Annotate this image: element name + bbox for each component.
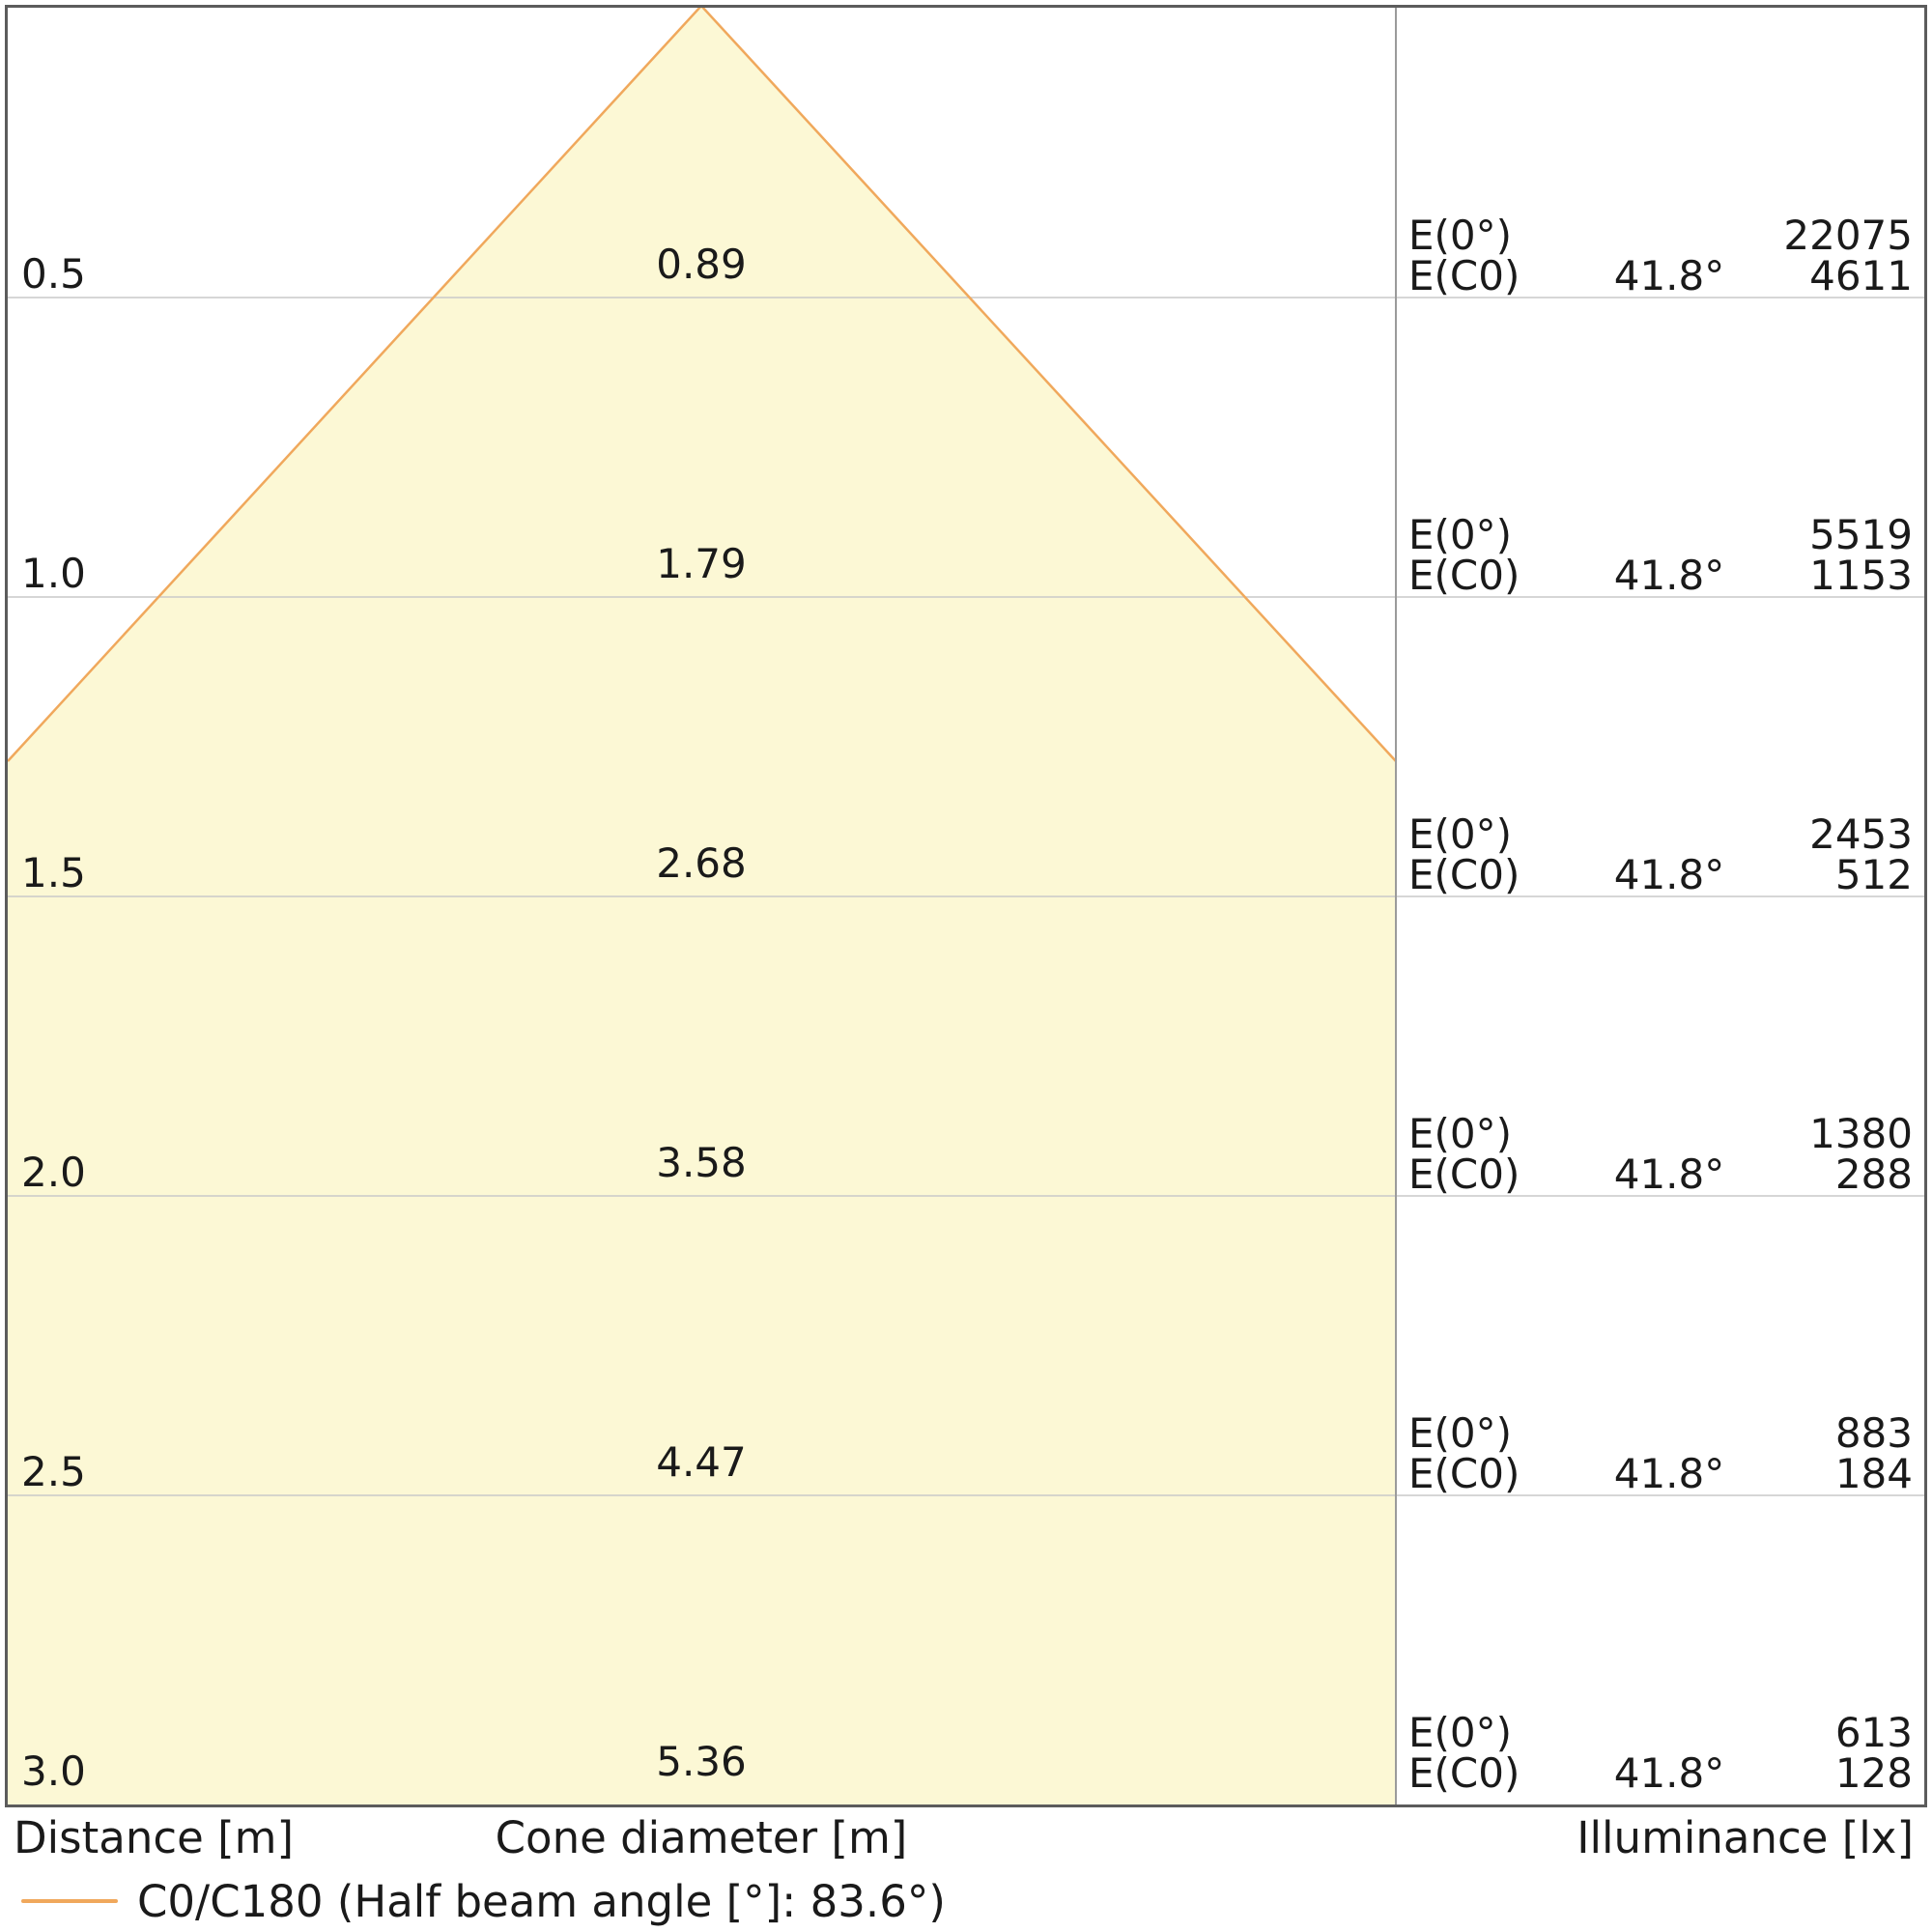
distance-gridlines <box>8 297 1924 1496</box>
row-ec0-label: E(C0) <box>1408 1749 1520 1797</box>
row-half-beam-angle-value: 41.8° <box>1613 1151 1725 1198</box>
row-e0-label: E(0°) <box>1408 511 1513 558</box>
light-cone-fill <box>8 8 1396 1804</box>
row-e0-value: 5519 <box>1809 511 1913 558</box>
row-illuminance-e0-line: E(0°) 5519 <box>1408 512 1913 557</box>
row-ec0-label: E(C0) <box>1408 851 1520 898</box>
row-cone-diameter-label: 1.79 <box>656 540 747 587</box>
row-illuminance-ec0-line: E(C0) 41.8° 184 <box>1408 1451 1913 1496</box>
row-e0-label: E(0°) <box>1408 1110 1513 1157</box>
row-half-beam-angle-value: 41.8° <box>1613 851 1725 898</box>
row-e0-value: 22075 <box>1783 212 1913 259</box>
row-illuminance-ec0-line: E(C0) 41.8° 128 <box>1408 1750 1913 1796</box>
row-e0-value: 883 <box>1834 1409 1913 1457</box>
row-e0-label: E(0°) <box>1408 212 1513 259</box>
row-e0-label: E(0°) <box>1408 1709 1513 1756</box>
row-half-beam-angle-value: 41.8° <box>1613 552 1725 599</box>
row-ec0-value: 512 <box>1834 851 1913 898</box>
row-cone-diameter-label: 0.89 <box>656 241 747 288</box>
row-ec0-value: 4611 <box>1809 252 1913 299</box>
row-cone-diameter-label: 3.58 <box>656 1139 747 1186</box>
row-illuminance-ec0-line: E(C0) 41.8° 512 <box>1408 852 1913 897</box>
illuminance-axis-label: Illuminance [lx] <box>1577 1812 1914 1863</box>
row-ec0-label: E(C0) <box>1408 252 1520 299</box>
row-ec0-value: 288 <box>1834 1151 1913 1198</box>
row-half-beam-angle-value: 41.8° <box>1613 1749 1725 1797</box>
row-e0-value: 2453 <box>1809 810 1913 858</box>
row-ec0-value: 1153 <box>1809 552 1913 599</box>
cone-diameter-axis-label: Cone diameter [m] <box>495 1812 908 1863</box>
row-half-beam-angle-value: 41.8° <box>1613 1450 1725 1497</box>
row-illuminance-e0-line: E(0°) 2453 <box>1408 811 1913 857</box>
cone-edge-right-line <box>701 8 1397 762</box>
row-distance-label: 1.0 <box>21 550 86 597</box>
row-ec0-label: E(C0) <box>1408 1151 1520 1198</box>
row-e0-label: E(0°) <box>1408 810 1513 858</box>
row-cone-diameter-label: 2.68 <box>656 839 747 887</box>
row-illuminance-e0-line: E(0°) 613 <box>1408 1710 1913 1755</box>
row-half-beam-angle-value: 41.8° <box>1613 252 1725 299</box>
row-illuminance-ec0-line: E(C0) 41.8° 288 <box>1408 1151 1913 1197</box>
cone-edge-left-line <box>8 8 701 762</box>
row-ec0-label: E(C0) <box>1408 1450 1520 1497</box>
row-ec0-label: E(C0) <box>1408 552 1520 599</box>
row-illuminance-e0-line: E(0°) 883 <box>1408 1410 1913 1456</box>
row-ec0-value: 128 <box>1834 1749 1913 1797</box>
row-e0-value: 613 <box>1834 1709 1913 1756</box>
cone-diagram-frame: 0.5 0.89 E(0°) 22075 E(C0) 41.8° 4611 1.0 1.79 E(… <box>5 5 1927 1807</box>
row-illuminance-ec0-line: E(C0) 41.8° 4611 <box>1408 253 1913 298</box>
row-e0-label: E(0°) <box>1408 1409 1513 1457</box>
cone-diagram-canvas <box>8 8 1924 1804</box>
row-cone-diameter-label: 5.36 <box>656 1738 747 1785</box>
legend-label: C0/C180 (Half beam angle [°]: 83.6°) <box>137 1876 946 1927</box>
row-distance-label: 3.0 <box>21 1747 86 1795</box>
row-illuminance-e0-line: E(0°) 1380 <box>1408 1111 1913 1156</box>
distance-axis-label: Distance [m] <box>14 1812 295 1863</box>
row-illuminance-ec0-line: E(C0) 41.8° 1153 <box>1408 553 1913 598</box>
row-e0-value: 1380 <box>1809 1110 1913 1157</box>
row-distance-label: 2.0 <box>21 1149 86 1196</box>
legend-line-swatch <box>21 1899 118 1903</box>
row-distance-label: 0.5 <box>21 250 86 298</box>
row-distance-label: 2.5 <box>21 1448 86 1495</box>
row-distance-label: 1.5 <box>21 849 86 896</box>
row-cone-diameter-label: 4.47 <box>656 1438 747 1486</box>
row-ec0-value: 184 <box>1834 1450 1913 1497</box>
row-illuminance-e0-line: E(0°) 22075 <box>1408 213 1913 258</box>
